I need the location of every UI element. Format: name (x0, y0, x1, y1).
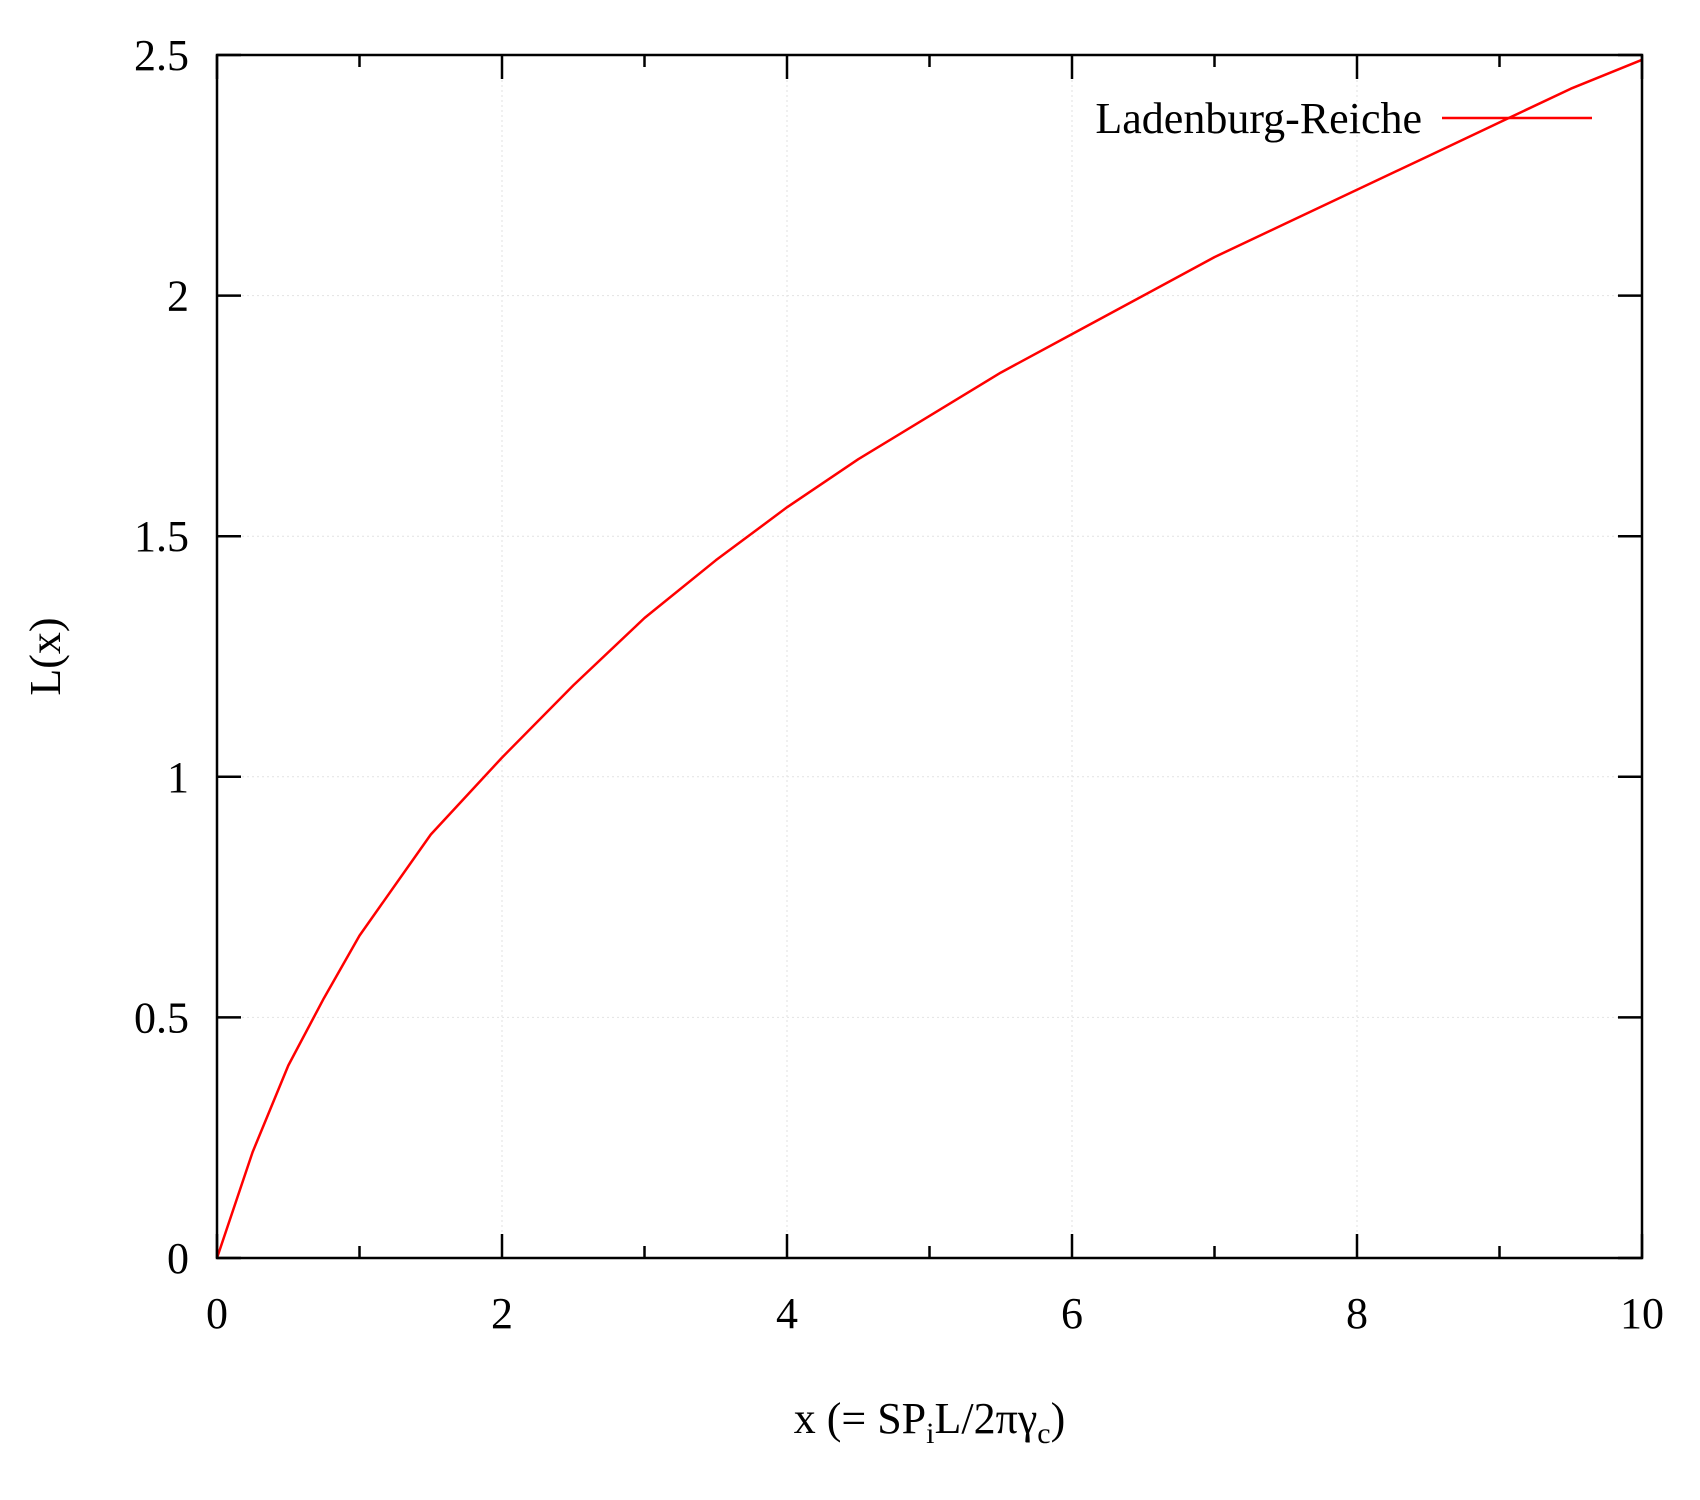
x-axis-label-sub-c: c (1037, 1417, 1050, 1450)
y-tick-label: 2 (167, 272, 189, 321)
x-axis-label-main: x (= SP (794, 1394, 926, 1443)
legend: Ladenburg-Reiche (1095, 94, 1592, 143)
x-tick-label: 10 (1620, 1289, 1664, 1338)
tick-labels: 0 2 4 6 8 10 0 0.5 1 1.5 2 2.5 (134, 31, 1664, 1338)
x-tick-label: 2 (491, 1289, 513, 1338)
x-axis-label-mid: L/2πγ (935, 1394, 1038, 1443)
x-axis-label: x (= SPiL/2πγc) (794, 1394, 1066, 1450)
plot-series (215, 58, 1643, 1259)
y-tick-label: 0 (167, 1234, 189, 1283)
legend-label: Ladenburg-Reiche (1095, 94, 1422, 143)
y-tick-label: 1.5 (134, 512, 189, 561)
x-tick-label: 8 (1346, 1289, 1368, 1338)
plot-frame (215, 53, 1644, 1260)
axis-ticks (215, 53, 1644, 1260)
y-axis-label: L(x) (21, 617, 70, 695)
y-tick-label: 2.5 (134, 31, 189, 80)
grid (217, 55, 1642, 1258)
y-tick-label: 1 (167, 753, 189, 802)
x-tick-label: 0 (206, 1289, 228, 1338)
y-tick-label: 0.5 (134, 993, 189, 1042)
x-tick-label: 6 (1061, 1289, 1083, 1338)
x-axis-label-sub-i: i (926, 1417, 934, 1450)
series-line-ladenburg-reiche (215, 58, 1643, 1259)
x-axis-label-end: ) (1051, 1394, 1066, 1443)
x-tick-label: 4 (776, 1289, 798, 1338)
